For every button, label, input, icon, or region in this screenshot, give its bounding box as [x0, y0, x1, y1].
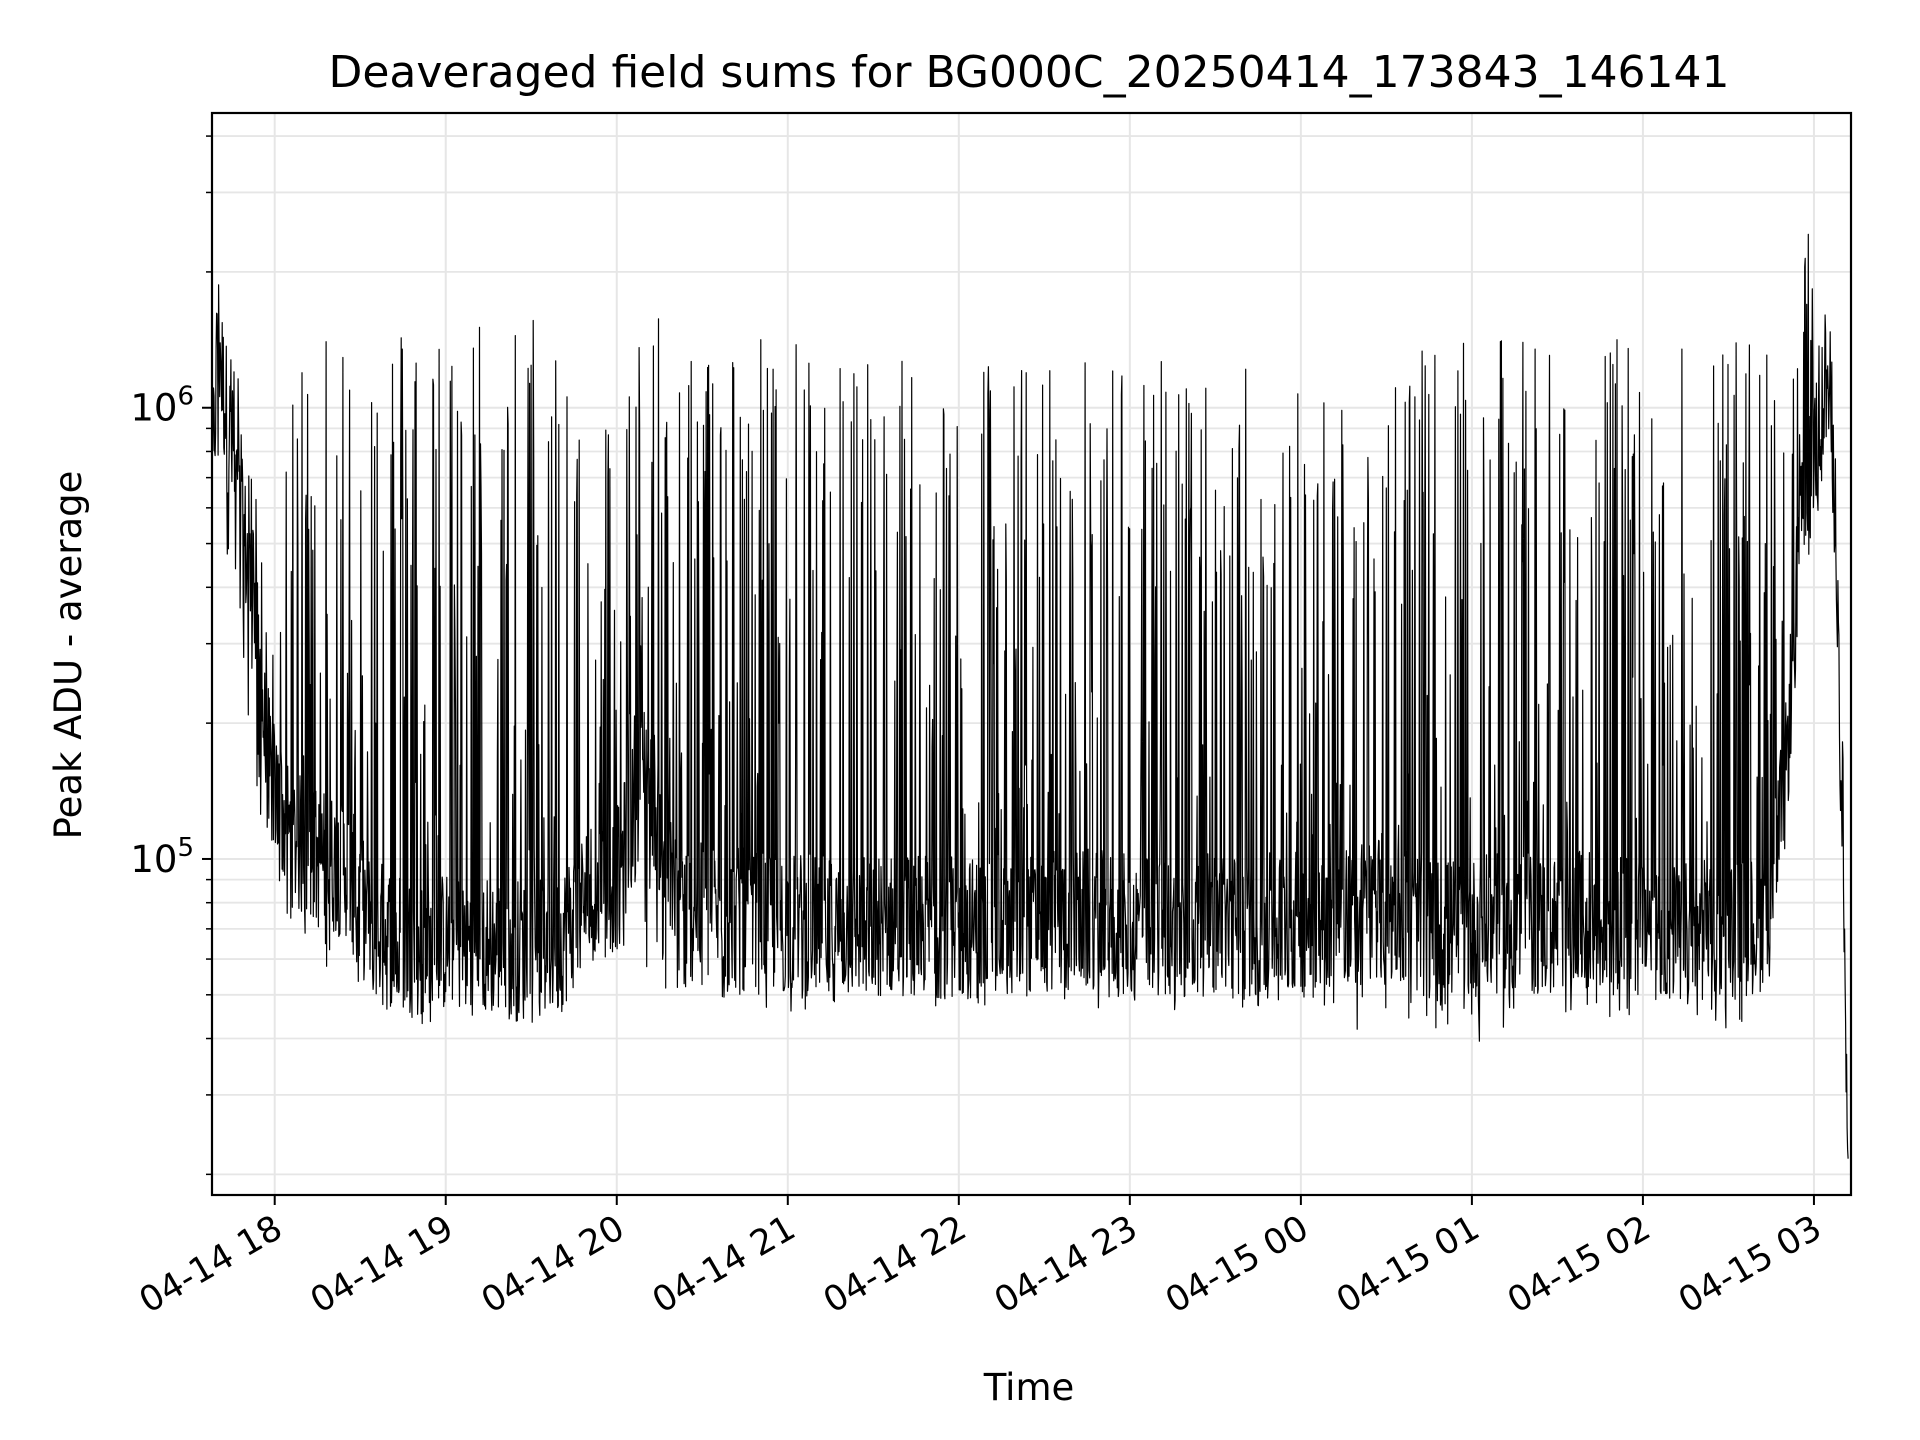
y-tick-label: 106 [130, 382, 194, 430]
series-line [211, 233, 1849, 1159]
plot-frame [210, 111, 1853, 1197]
y-axis-label: Peak ADU - average [47, 471, 90, 840]
y-axis-ticks: 105 106 [130, 135, 212, 1176]
y-tick-label: 105 [130, 833, 194, 881]
x-axis-label: Time [983, 1366, 1075, 1409]
data-series [211, 233, 1849, 1159]
chart-title: Deaveraged field sums for BG000C_2025041… [328, 47, 1729, 98]
